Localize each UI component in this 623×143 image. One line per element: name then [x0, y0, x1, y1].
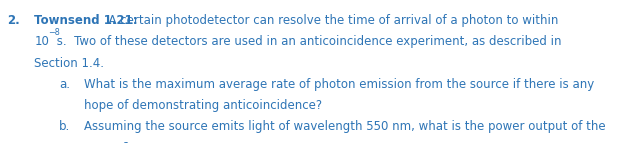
Text: s.  Two of these detectors are used in an anticoincidence experiment, as describ: s. Two of these detectors are used in an… [53, 35, 561, 48]
Text: Section 1.4.: Section 1.4. [34, 57, 104, 70]
Text: Assuming the source emits light of wavelength 550 nm, what is the power output o: Assuming the source emits light of wavel… [84, 120, 606, 133]
Text: A certain photodetector can resolve the time of arrival of a photon to within: A certain photodetector can resolve the … [101, 14, 558, 27]
Text: hope of demonstrating anticoincidence?: hope of demonstrating anticoincidence? [84, 99, 322, 112]
Text: 10: 10 [34, 35, 49, 48]
Text: What is the maximum average rate of photon emission from the source if there is : What is the maximum average rate of phot… [84, 78, 594, 91]
Text: source?: source? [84, 141, 130, 143]
Text: Townsend 1.21:: Townsend 1.21: [34, 14, 138, 27]
Text: a.: a. [59, 78, 70, 91]
Text: −8: −8 [48, 28, 60, 37]
Text: 2.: 2. [7, 14, 20, 27]
Text: b.: b. [59, 120, 70, 133]
